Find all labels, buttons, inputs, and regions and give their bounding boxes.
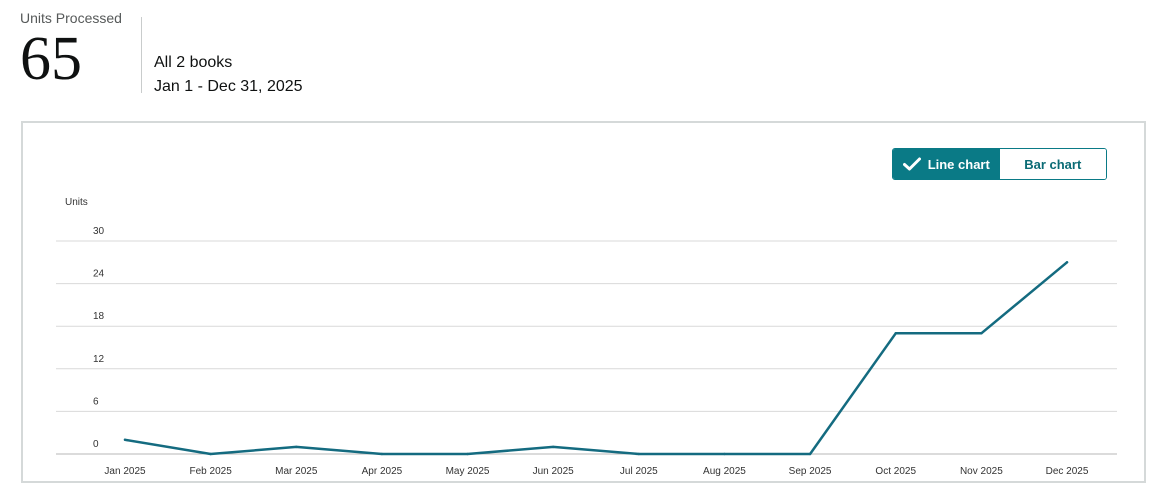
- x-tick-label: Mar 2025: [275, 466, 318, 477]
- series-line: [123, 261, 1069, 456]
- x-tick-label: May 2025: [446, 466, 490, 477]
- chart-type-toggle: Line chart Bar chart: [892, 148, 1107, 180]
- data-point: [466, 452, 469, 456]
- data-point: [551, 445, 555, 449]
- date-range: Jan 1 - Dec 31, 2025: [154, 78, 303, 95]
- metric-label: Units Processed: [20, 10, 122, 26]
- metric-value: 65: [20, 25, 82, 93]
- x-tick-label: Nov 2025: [960, 466, 1003, 477]
- x-tick-label: Sep 2025: [789, 466, 832, 477]
- bar-chart-label: Bar chart: [1024, 156, 1082, 172]
- x-tick-label: Dec 2025: [1046, 466, 1089, 477]
- scope-info: All 2 books Jan 1 - Dec 31, 2025: [154, 51, 303, 99]
- y-tick-label: 30: [93, 226, 105, 237]
- data-point: [808, 452, 812, 456]
- scope-books: All 2 books: [154, 54, 233, 71]
- data-point: [980, 332, 983, 335]
- x-tick-label: Jan 2025: [104, 466, 146, 477]
- data-point: [295, 445, 298, 449]
- x-tick-label: Oct 2025: [875, 466, 916, 477]
- bar-chart-button[interactable]: Bar chart: [999, 149, 1106, 179]
- data-point: [637, 452, 641, 456]
- x-tick-label: Jun 2025: [533, 466, 575, 477]
- x-tick-label: Apr 2025: [362, 466, 403, 477]
- line-chart-label: Line chart: [927, 156, 990, 172]
- y-tick-label: 18: [93, 311, 105, 322]
- summary-divider: [141, 17, 142, 93]
- data-point: [723, 452, 726, 456]
- check-icon: [902, 157, 921, 171]
- line-chart: Units 0 6 12 18 24 30 Jan 2025 Feb 2025 Mar 2025 A…: [56, 197, 1117, 477]
- x-tick-label: Feb 2025: [190, 466, 233, 477]
- data-point: [209, 452, 212, 456]
- line-chart-button[interactable]: Line chart: [893, 149, 1000, 179]
- y-tick-label: 24: [93, 269, 105, 280]
- data-point: [894, 332, 897, 335]
- x-tick-label: Aug 2025: [703, 466, 746, 477]
- y-tick-label: 0: [93, 439, 99, 450]
- y-axis-title: Units: [65, 197, 88, 208]
- data-point: [123, 438, 127, 441]
- summary-header: Units Processed 65 All 2 books Jan 1 - D…: [20, 8, 420, 98]
- y-tick-label: 12: [93, 354, 105, 365]
- x-tick-label: Jul 2025: [620, 466, 658, 477]
- data-point: [1065, 261, 1069, 264]
- y-tick-label: 6: [93, 396, 99, 407]
- data-point: [380, 452, 384, 456]
- chart-panel: Units 0 6 12 18 24 30 Jan 2025 Feb 2025 Mar 2025 A…: [21, 121, 1146, 483]
